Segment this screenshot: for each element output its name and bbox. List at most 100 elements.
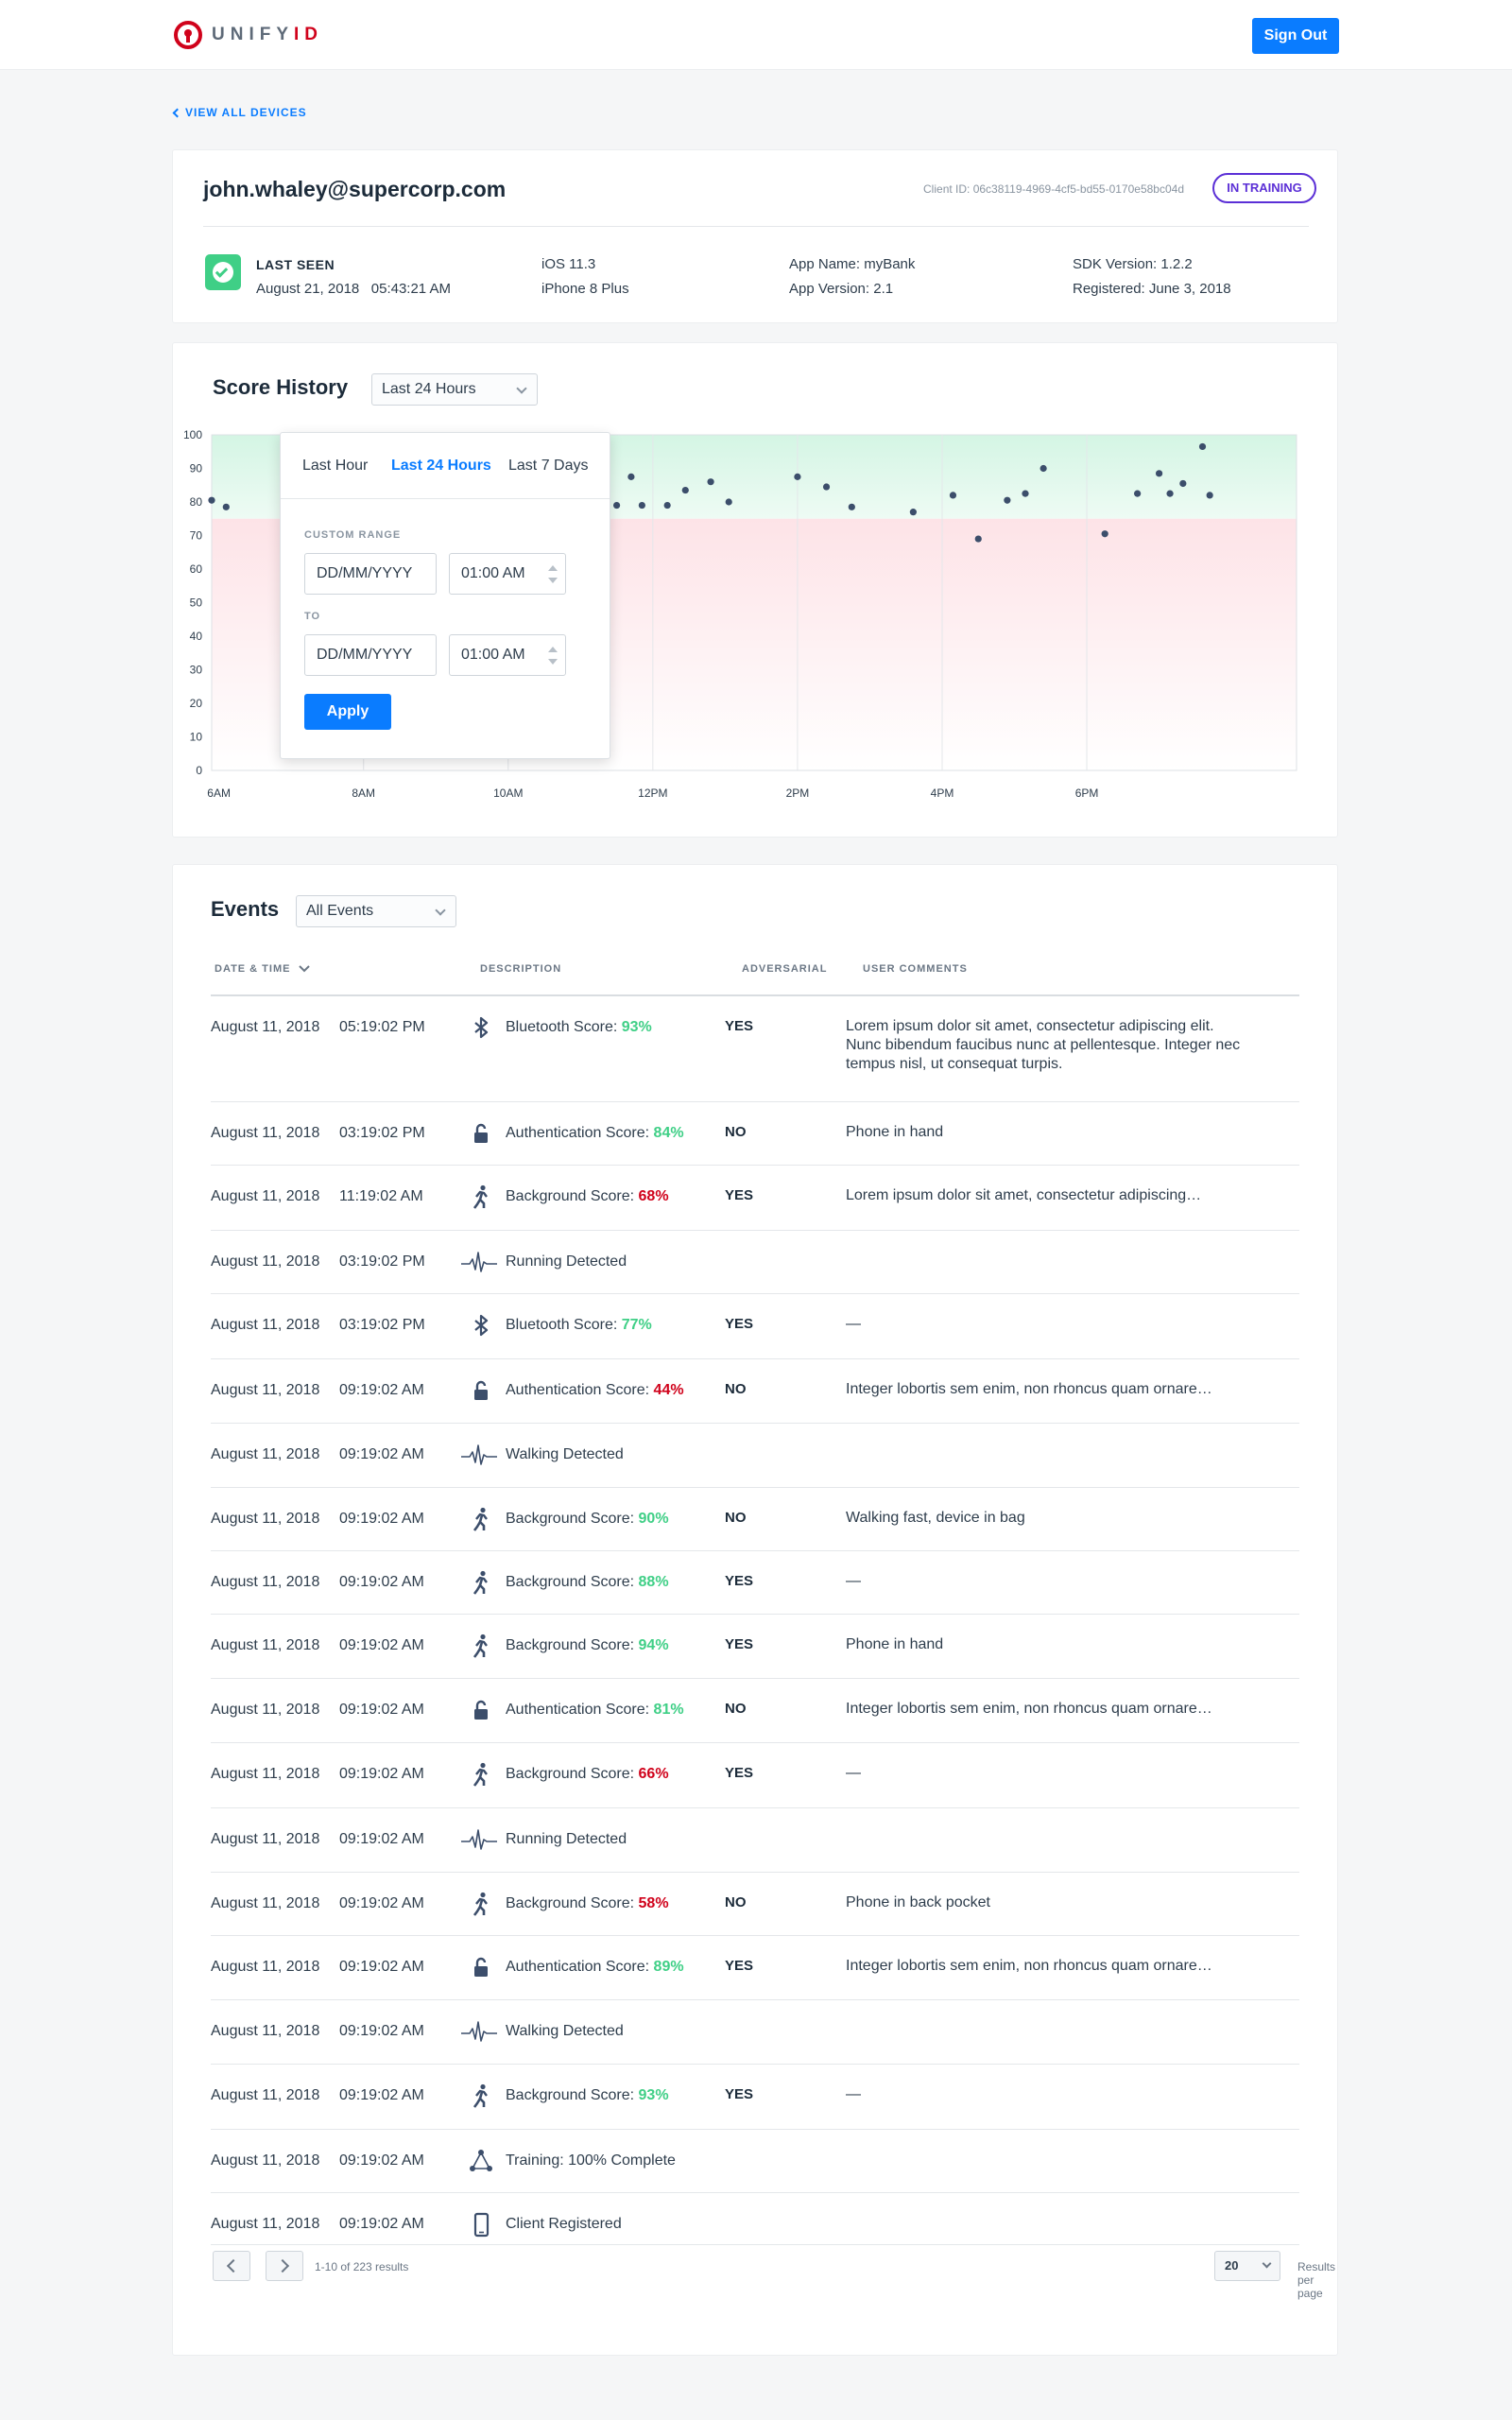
- events-filter-value: All Events: [306, 903, 374, 919]
- user-comment: Phone in back pocket: [846, 1894, 990, 1910]
- event-time: 05:19:02 PM: [339, 1019, 425, 1035]
- spinner-down-icon[interactable]: [548, 659, 558, 665]
- event-time: 09:19:02 AM: [339, 1637, 424, 1653]
- results-per-page-select[interactable]: 20: [1214, 2251, 1280, 2281]
- end-date-input[interactable]: DD/MM/YYYY: [304, 634, 437, 676]
- event-description: Authentication Score: 44%: [506, 1382, 684, 1398]
- os-version: iOS 11.3: [541, 256, 596, 272]
- tab-last-7-days[interactable]: Last 7 Days: [508, 458, 589, 474]
- data-point: [681, 486, 689, 494]
- column-header-date-time[interactable]: DATE & TIME: [215, 963, 310, 975]
- last-seen-label: LAST SEEN: [256, 257, 335, 272]
- spinner-up-icon[interactable]: [548, 565, 558, 571]
- x-tick-label: 12PM: [638, 786, 667, 800]
- event-date: August 11, 2018: [211, 1511, 320, 1527]
- y-tick-label: 90: [190, 462, 203, 475]
- table-row: August 11, 2018 09:19:02 AM Background Sco…: [211, 1873, 1299, 1936]
- user-comment: Phone in hand: [846, 1124, 944, 1140]
- table-header-divider: [211, 994, 1299, 996]
- y-tick-label: 60: [190, 562, 203, 576]
- event-time: 09:19:02 AM: [339, 1895, 424, 1911]
- data-point: [1155, 470, 1163, 477]
- events-title: Events: [211, 897, 280, 921]
- user-comment: Lorem ipsum dolor sit amet, consectetur …: [846, 1187, 1202, 1203]
- x-tick-label: 6AM: [207, 786, 231, 800]
- walking-person-icon: [468, 2083, 494, 2109]
- data-point: [1022, 490, 1029, 497]
- y-tick-label: 30: [190, 664, 203, 677]
- event-date: August 11, 2018: [211, 2023, 320, 2039]
- results-per-page-value: 20: [1225, 2258, 1239, 2273]
- event-time: 09:19:02 AM: [339, 2023, 424, 2039]
- adversarial-value: YES: [725, 2086, 754, 2102]
- event-time: 09:19:02 AM: [339, 1702, 424, 1718]
- apply-button[interactable]: Apply: [304, 694, 391, 730]
- score-value: 93%: [638, 2087, 669, 2103]
- spinner-up-icon[interactable]: [548, 647, 558, 652]
- event-date: August 11, 2018: [211, 1382, 320, 1398]
- y-tick-label: 50: [190, 596, 203, 610]
- tab-last-hour[interactable]: Last Hour: [302, 458, 369, 474]
- view-all-devices-link[interactable]: VIEW ALL DEVICES: [172, 106, 307, 119]
- event-time: 09:19:02 AM: [339, 2087, 424, 2103]
- view-all-devices-label: VIEW ALL DEVICES: [185, 106, 307, 119]
- lock-icon: [468, 1120, 494, 1147]
- data-point: [612, 501, 621, 510]
- event-time: 09:19:02 AM: [339, 2216, 424, 2232]
- device-info-card: john.whaley@supercorp.com Client ID: 06c…: [172, 149, 1338, 323]
- user-comment: Phone in hand: [846, 1636, 944, 1652]
- table-row: August 11, 2018 09:19:02 AM Background Sco…: [211, 1551, 1299, 1615]
- score-history-title: Score History: [213, 375, 349, 399]
- divider: [203, 226, 1309, 227]
- data-point: [974, 535, 982, 543]
- top-bar: UNIFYID Sign Out: [0, 0, 1512, 70]
- score-history-card: Score History Last 24 Hours 6AM 8AM 10AM 12…: [172, 342, 1338, 838]
- user-comment: —: [846, 2086, 861, 2102]
- chevron-right-icon: [275, 2258, 290, 2273]
- score-value: 93%: [621, 1019, 652, 1035]
- lock-icon: [468, 1697, 494, 1723]
- app-version: App Version: 2.1: [789, 281, 894, 297]
- event-time: 09:19:02 AM: [339, 1959, 424, 1975]
- chevron-down-icon: [1262, 2258, 1272, 2269]
- data-point: [725, 498, 732, 506]
- checkmark-icon: [205, 254, 241, 290]
- device-email: john.whaley@supercorp.com: [203, 177, 507, 201]
- event-description: Authentication Score: 89%: [506, 1959, 684, 1975]
- sign-out-button[interactable]: Sign Out: [1252, 18, 1339, 54]
- y-tick-label: 40: [190, 630, 203, 643]
- y-tick-label: 10: [190, 731, 203, 744]
- end-time-value: 01:00 AM: [461, 647, 525, 663]
- column-header-adversarial: ADVERSARIAL: [742, 963, 828, 975]
- tab-last-24-hours[interactable]: Last 24 Hours: [391, 458, 491, 474]
- start-time-input[interactable]: 01:00 AM: [449, 553, 566, 595]
- walking-person-icon: [468, 1761, 494, 1788]
- table-row: August 11, 2018 03:19:02 PM Authentication…: [211, 1102, 1299, 1166]
- activity-pulse-icon: [460, 1826, 497, 1853]
- data-point: [627, 473, 635, 480]
- adversarial-value: NO: [725, 1701, 747, 1717]
- events-filter-select[interactable]: All Events: [296, 895, 456, 927]
- event-time: 09:19:02 AM: [339, 1574, 424, 1590]
- walking-person-icon: [468, 1891, 494, 1917]
- score-value: 58%: [638, 1895, 669, 1911]
- event-description: Walking Detected: [506, 2023, 624, 2039]
- event-date: August 11, 2018: [211, 1574, 320, 1590]
- event-description: Running Detected: [506, 1831, 627, 1847]
- unifyid-logo[interactable]: UNIFYID: [174, 21, 323, 49]
- lock-icon: [468, 1377, 494, 1404]
- score-value: 84%: [653, 1125, 684, 1141]
- spinner-down-icon[interactable]: [548, 578, 558, 583]
- last-seen-block: LAST SEEN August 21, 2018 05:43:21 AM: [256, 252, 451, 302]
- time-range-select[interactable]: Last 24 Hours: [371, 373, 538, 406]
- end-time-input[interactable]: 01:00 AM: [449, 634, 566, 676]
- event-date: August 11, 2018: [211, 1019, 320, 1035]
- x-tick-label: 8AM: [352, 786, 375, 800]
- previous-page-button[interactable]: [213, 2251, 250, 2281]
- table-row: August 11, 2018 09:19:02 AM Background Sco…: [211, 1615, 1299, 1679]
- y-tick-label: 20: [190, 697, 203, 710]
- next-page-button[interactable]: [266, 2251, 303, 2281]
- start-date-input[interactable]: DD/MM/YYYY: [304, 553, 437, 595]
- table-row: August 11, 2018 03:19:02 PM Bluetooth Scor…: [211, 1294, 1299, 1359]
- to-label: TO: [304, 611, 321, 622]
